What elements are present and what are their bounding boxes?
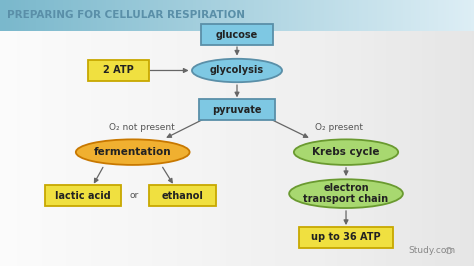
Text: ○: ○	[445, 246, 453, 255]
Text: up to 36 ATP: up to 36 ATP	[311, 232, 381, 242]
FancyBboxPatch shape	[88, 60, 149, 81]
FancyBboxPatch shape	[199, 99, 275, 120]
FancyBboxPatch shape	[149, 185, 216, 206]
Text: Krebs cycle: Krebs cycle	[312, 147, 380, 157]
Ellipse shape	[192, 59, 282, 82]
Text: O₂ present: O₂ present	[315, 123, 363, 132]
Ellipse shape	[294, 139, 398, 165]
Text: glycolysis: glycolysis	[210, 65, 264, 76]
Text: pyruvate: pyruvate	[212, 105, 262, 115]
Text: Study.com: Study.com	[408, 246, 455, 255]
Text: ethanol: ethanol	[162, 190, 203, 201]
FancyBboxPatch shape	[299, 227, 393, 248]
Text: glucose: glucose	[216, 30, 258, 40]
Text: 2 ATP: 2 ATP	[103, 65, 134, 76]
Ellipse shape	[289, 179, 403, 208]
FancyBboxPatch shape	[201, 24, 273, 45]
Text: O₂ not present: O₂ not present	[109, 123, 175, 132]
Text: PREPARING FOR CELLULAR RESPIRATION: PREPARING FOR CELLULAR RESPIRATION	[7, 10, 245, 20]
Text: lactic acid: lactic acid	[55, 190, 111, 201]
Text: or: or	[129, 191, 139, 200]
Text: electron
transport chain: electron transport chain	[303, 183, 389, 205]
Text: fermentation: fermentation	[94, 147, 172, 157]
FancyBboxPatch shape	[45, 185, 121, 206]
Ellipse shape	[76, 139, 190, 165]
